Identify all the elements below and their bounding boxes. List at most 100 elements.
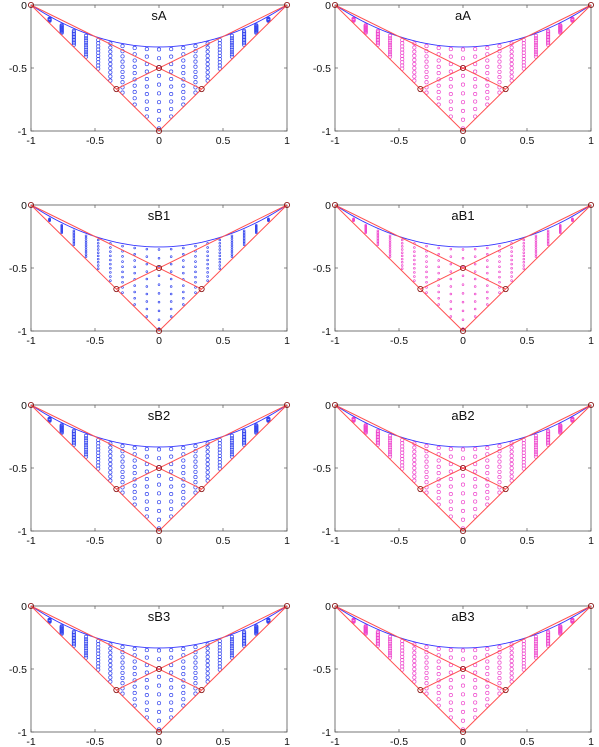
data-point	[412, 663, 417, 668]
data-point	[437, 290, 440, 294]
data-point	[132, 483, 137, 488]
data-point	[485, 89, 490, 95]
data-point	[193, 645, 198, 650]
data-point	[230, 243, 234, 247]
data-point	[157, 283, 161, 286]
data-point	[485, 483, 490, 488]
data-point	[473, 514, 478, 519]
data-point	[182, 290, 185, 294]
x-tick-label: 0.5	[520, 535, 535, 547]
y-tick-label: -0.5	[313, 63, 331, 75]
data-point	[473, 262, 477, 266]
data-point	[412, 62, 417, 67]
data-point	[229, 650, 235, 656]
data-point	[193, 90, 198, 95]
data-point	[109, 258, 112, 262]
panel-title: sB2	[148, 408, 170, 423]
data-point	[497, 480, 502, 485]
inner-line-right	[420, 204, 592, 290]
data-point	[509, 78, 514, 83]
data-point	[169, 255, 173, 258]
data-point	[570, 617, 575, 622]
data-point	[425, 280, 428, 284]
x-tick-label: 0.5	[216, 736, 231, 747]
data-point	[448, 678, 453, 683]
data-point	[485, 690, 490, 696]
data-point	[144, 700, 149, 705]
data-point	[157, 257, 161, 260]
data-point	[412, 470, 417, 475]
triangle-edge-right	[462, 204, 592, 332]
data-point	[109, 250, 112, 253]
data-point	[96, 245, 100, 248]
data-point	[169, 648, 174, 653]
data-point	[169, 655, 174, 660]
data-point	[132, 659, 137, 664]
data-point	[230, 241, 234, 245]
data-point	[497, 665, 502, 670]
data-point	[387, 641, 393, 646]
data-point	[437, 284, 440, 287]
data-point	[497, 691, 502, 696]
data-point	[449, 277, 453, 281]
data-point	[425, 275, 428, 279]
data-point	[559, 223, 562, 227]
x-tick-label: -1	[330, 535, 339, 547]
data-point	[449, 300, 453, 303]
data-point	[424, 660, 429, 665]
data-point	[510, 271, 513, 274]
data-point	[509, 57, 514, 62]
data-point	[108, 679, 113, 684]
data-point	[485, 496, 490, 501]
data-point	[497, 475, 502, 480]
y-tick-label: -1	[322, 126, 331, 138]
data-point	[400, 248, 404, 251]
data-point	[205, 74, 210, 79]
arc-boundary	[30, 4, 288, 48]
data-point	[133, 271, 136, 275]
vertex-marker	[459, 127, 467, 135]
vertex-marker	[113, 85, 120, 93]
triangle-edge-right	[462, 404, 592, 532]
data-point	[534, 234, 538, 238]
data-point	[144, 484, 149, 489]
data-point	[156, 648, 162, 653]
data-point	[473, 692, 478, 698]
data-point	[473, 506, 478, 512]
data-point	[448, 69, 453, 74]
data-point	[120, 90, 125, 95]
data-point	[193, 459, 198, 464]
data-point	[460, 100, 466, 105]
data-point	[229, 33, 235, 38]
data-point	[533, 634, 539, 639]
data-point	[498, 265, 501, 268]
data-point	[144, 715, 149, 720]
data-point	[108, 70, 113, 75]
data-point	[485, 659, 490, 664]
data-point	[387, 634, 393, 639]
data-point	[121, 255, 124, 258]
data-point	[120, 665, 125, 670]
data-point	[206, 279, 209, 282]
y-tick-label: -1	[18, 526, 27, 538]
data-point	[533, 436, 539, 441]
data-point	[83, 452, 89, 457]
data-point	[486, 271, 489, 275]
data-point	[145, 277, 149, 281]
data-point	[181, 483, 186, 488]
data-point	[182, 284, 185, 287]
data-point	[460, 47, 466, 52]
data-point	[473, 114, 478, 119]
data-point	[436, 665, 441, 670]
data-point	[436, 697, 441, 702]
data-point	[424, 480, 429, 485]
data-point	[193, 655, 198, 660]
data-point	[485, 445, 490, 451]
data-point	[449, 262, 453, 266]
vertex-marker	[113, 686, 120, 694]
data-point	[108, 675, 113, 680]
data-point	[145, 285, 149, 288]
data-point	[194, 265, 197, 268]
data-point	[424, 655, 429, 660]
data-point	[108, 457, 113, 462]
